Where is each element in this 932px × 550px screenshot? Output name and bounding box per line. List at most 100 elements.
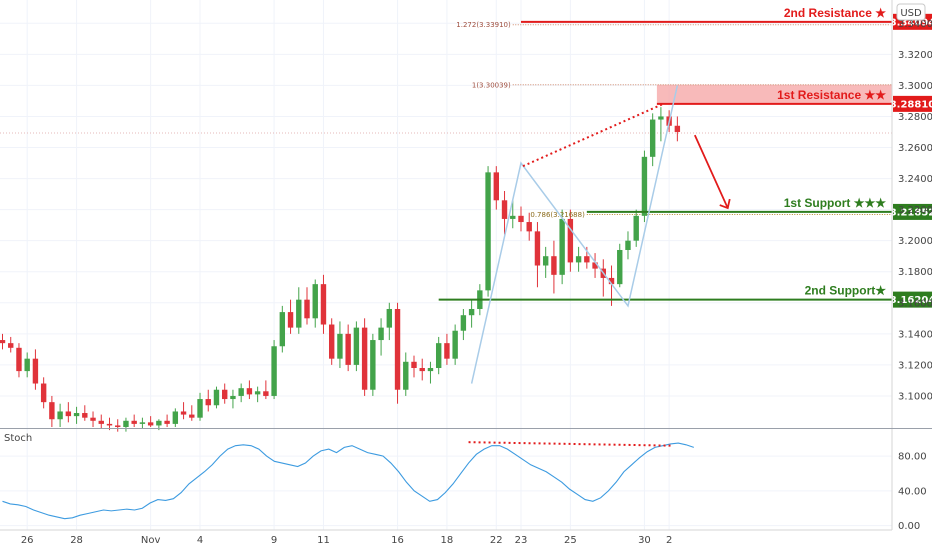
candle-body[interactable] (386, 308, 393, 328)
time-tick-label: 9 (271, 535, 277, 546)
candle-body[interactable] (8, 343, 14, 348)
candle-body[interactable] (279, 312, 286, 347)
candle-body[interactable] (403, 361, 409, 390)
candle-body[interactable] (542, 256, 549, 266)
candle-body[interactable] (534, 231, 541, 266)
candle-body[interactable] (246, 388, 253, 395)
candle-body[interactable] (296, 299, 302, 328)
candle-body[interactable] (147, 422, 154, 426)
candle-body[interactable] (427, 367, 434, 372)
candle-body[interactable] (592, 262, 598, 269)
level-price-badge[interactable] (893, 95, 932, 112)
candle-body[interactable] (345, 333, 351, 365)
candle-body[interactable] (320, 284, 327, 325)
stoch-label: Stoch (4, 433, 32, 444)
currency-label: USD (900, 8, 922, 19)
candle-body[interactable] (584, 256, 590, 263)
candle-body[interactable] (353, 327, 360, 365)
candle-body[interactable] (608, 277, 615, 285)
time-tick-label: Nov (141, 535, 161, 546)
time-tick-label: 22 (490, 535, 503, 546)
candle-body[interactable] (172, 411, 179, 424)
candle-body[interactable] (674, 125, 681, 132)
candle-body[interactable] (370, 340, 376, 390)
candle-body[interactable] (444, 343, 450, 359)
candle-body[interactable] (460, 315, 467, 331)
candle-body[interactable] (271, 346, 277, 396)
candle-body[interactable] (493, 172, 499, 201)
candle-body[interactable] (16, 347, 22, 372)
candle-body[interactable] (329, 324, 335, 359)
candle-body[interactable] (230, 395, 236, 400)
price-tick-label: 3.14000 (898, 329, 932, 340)
candle-body[interactable] (115, 425, 121, 427)
candle-body[interactable] (649, 119, 656, 157)
candle-body[interactable] (65, 411, 72, 417)
candle-body[interactable] (567, 218, 574, 263)
candle-body[interactable] (139, 422, 146, 424)
candle-body[interactable] (419, 367, 425, 372)
candle-body[interactable] (131, 420, 137, 424)
candle-body[interactable] (222, 389, 228, 400)
candle-body[interactable] (156, 420, 162, 426)
candle-body[interactable] (526, 222, 532, 232)
candle-body[interactable] (518, 215, 524, 223)
candle-body[interactable] (510, 215, 516, 219)
candle-body[interactable] (625, 240, 631, 250)
candle-body[interactable] (106, 423, 113, 426)
candle-body[interactable] (312, 284, 318, 319)
candle-body[interactable] (32, 358, 39, 384)
candle-body[interactable] (337, 333, 343, 359)
candle-body[interactable] (617, 249, 623, 285)
candle-body[interactable] (57, 411, 63, 420)
candle-body[interactable] (82, 413, 88, 418)
candle-body[interactable] (551, 256, 557, 275)
candle-body[interactable] (304, 299, 310, 319)
currency-badge[interactable]: USD (896, 3, 926, 21)
candle-body[interactable] (468, 308, 475, 316)
level-price-badge[interactable] (893, 203, 932, 220)
candle-body[interactable] (180, 411, 187, 415)
candle-body[interactable] (575, 256, 582, 263)
candle-body[interactable] (501, 200, 508, 219)
candle-body[interactable] (0, 340, 6, 344)
candle-body[interactable] (73, 413, 80, 417)
candle-body[interactable] (559, 218, 565, 275)
candle-body[interactable] (485, 172, 491, 291)
level-price-badge-text: 3.21852 (890, 207, 932, 218)
candle-body[interactable] (633, 215, 639, 241)
candle-body[interactable] (49, 402, 55, 420)
candle-body[interactable] (40, 383, 47, 403)
level-price-badge-text: 3.34094 (890, 17, 932, 28)
candle-body[interactable] (658, 116, 664, 120)
price-tick-label: 3.30000 (898, 81, 932, 92)
candle-body[interactable] (205, 399, 211, 406)
level-price-badge-text: 3.16204 (890, 295, 932, 306)
candles-layer[interactable] (0, 107, 681, 432)
candle-body[interactable] (435, 343, 442, 368)
candle-body[interactable] (263, 391, 269, 396)
candle-body[interactable] (411, 361, 417, 368)
candle-body[interactable] (641, 156, 648, 216)
level-price-badge[interactable] (893, 291, 932, 308)
candle-body[interactable] (197, 399, 203, 418)
candle-body[interactable] (98, 420, 104, 424)
candle-body[interactable] (213, 389, 220, 406)
candle-body[interactable] (254, 391, 261, 395)
price-tick-label: 3.10000 (898, 391, 932, 402)
candle-body[interactable] (238, 388, 244, 396)
grid (0, 0, 892, 530)
candle-body[interactable] (452, 330, 458, 359)
candle-body[interactable] (287, 312, 294, 328)
candle-body[interactable] (90, 417, 96, 421)
candle-body[interactable] (394, 308, 401, 390)
candle-body[interactable] (123, 420, 129, 427)
candle-body[interactable] (378, 327, 384, 341)
candle-body[interactable] (24, 358, 30, 372)
resistance-zone (656, 84, 892, 104)
price-tick-label: 3.18000 (898, 267, 932, 278)
candle-body[interactable] (189, 414, 195, 418)
candle-body[interactable] (164, 420, 170, 424)
candle-body[interactable] (361, 327, 368, 390)
